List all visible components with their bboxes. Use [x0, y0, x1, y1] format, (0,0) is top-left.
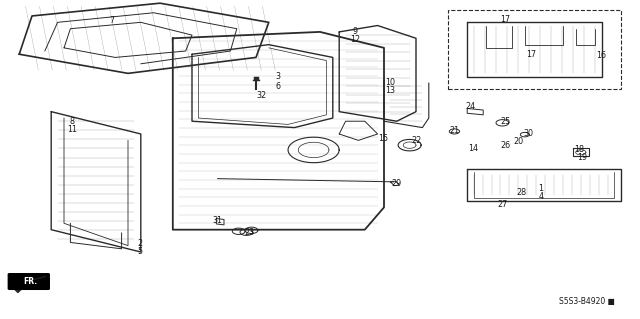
Text: S5S3-B4920 ■: S5S3-B4920 ■	[559, 297, 614, 306]
FancyBboxPatch shape	[8, 274, 49, 289]
Text: 13: 13	[385, 86, 396, 95]
Text: 30: 30	[523, 130, 533, 138]
Text: 32: 32	[256, 91, 266, 100]
Text: 2: 2	[137, 239, 142, 248]
Text: 7: 7	[109, 16, 115, 25]
Bar	[448, 10, 621, 89]
Text: 11: 11	[67, 125, 77, 134]
Text: 27: 27	[497, 200, 508, 209]
Text: 29: 29	[392, 179, 402, 188]
Text: 19: 19	[577, 153, 588, 162]
Text: 31: 31	[212, 216, 223, 225]
Text: 17: 17	[526, 50, 536, 59]
Text: 3: 3	[276, 72, 281, 81]
Text: 26: 26	[500, 141, 511, 150]
Text: 15: 15	[378, 134, 388, 143]
Text: 1: 1	[538, 184, 543, 193]
Text: 8: 8	[70, 117, 75, 126]
Text: 24: 24	[465, 102, 476, 111]
Text: 25: 25	[500, 117, 511, 126]
Text: 28: 28	[516, 189, 527, 197]
Text: 18: 18	[574, 145, 584, 154]
Text: 12: 12	[350, 35, 360, 44]
Text: 9: 9	[353, 27, 358, 36]
Text: 16: 16	[596, 51, 607, 60]
Text: 10: 10	[385, 78, 396, 87]
Text: 5: 5	[137, 247, 142, 256]
Text: 20: 20	[513, 137, 524, 146]
Text: 22: 22	[411, 136, 421, 145]
Text: 23: 23	[244, 228, 255, 237]
Text: FR.: FR.	[24, 277, 38, 286]
Text: 6: 6	[276, 82, 281, 91]
Text: 17: 17	[500, 15, 511, 24]
Text: 4: 4	[538, 192, 543, 201]
Text: 21: 21	[449, 126, 460, 135]
Text: 14: 14	[468, 144, 479, 153]
FancyArrow shape	[15, 281, 21, 293]
